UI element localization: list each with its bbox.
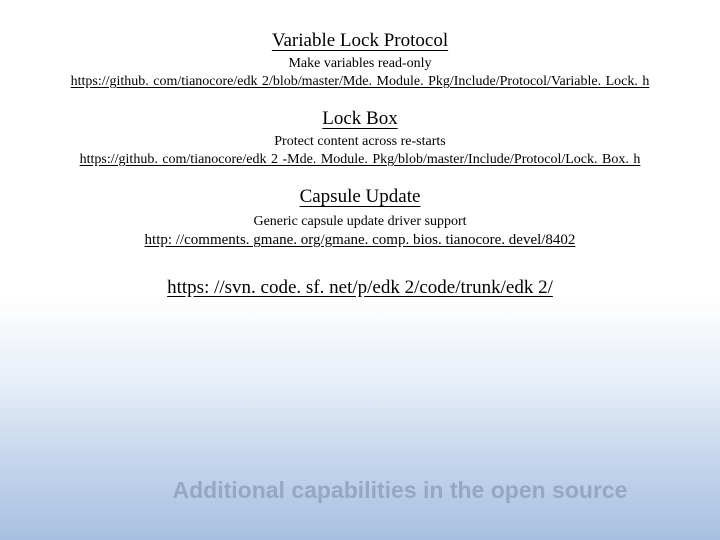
slide-content: Variable Lock Protocol Make variables re… [0,0,720,299]
section-title-lock-box: Lock Box [0,108,720,130]
section-desc-variable-lock: Make variables read-only [0,56,720,72]
section-title-capsule-update: Capsule Update [0,186,720,208]
link-lock-box[interactable]: https://github. com/tianocore/edk 2 -Mde… [0,152,720,168]
footer-title: Additional capabilities in the open sour… [0,477,720,504]
section-desc-capsule-update: Generic capsule update driver support [0,214,720,230]
link-variable-lock[interactable]: https://github. com/tianocore/edk 2/blob… [0,74,720,90]
section-desc-lock-box: Protect content across re-starts [0,134,720,150]
link-svn[interactable]: https: //svn. code. sf. net/p/edk 2/code… [0,277,720,299]
section-title-variable-lock: Variable Lock Protocol [0,30,720,52]
link-capsule-update[interactable]: http: //comments. gmane. org/gmane. comp… [0,232,720,249]
